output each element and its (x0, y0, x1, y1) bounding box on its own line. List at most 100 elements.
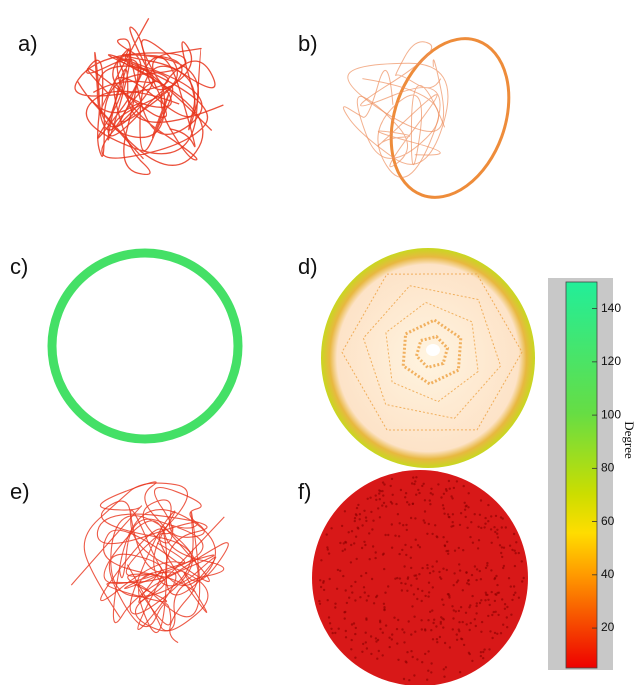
particle (509, 585, 512, 588)
particle (430, 671, 433, 674)
particle (426, 563, 429, 567)
particle (427, 595, 430, 598)
particle (442, 567, 445, 570)
particle (470, 573, 474, 577)
particle (389, 484, 392, 488)
particle (468, 606, 471, 609)
particle (413, 482, 416, 486)
particle (423, 510, 427, 513)
particle (443, 512, 446, 515)
particle (426, 678, 429, 681)
particle (483, 648, 486, 651)
particle (493, 631, 497, 635)
particle (465, 571, 468, 574)
particle (431, 532, 434, 536)
contour (385, 301, 479, 403)
particle (487, 598, 490, 601)
particle (502, 546, 506, 549)
particle (350, 543, 353, 547)
particle (378, 516, 382, 519)
particle (378, 492, 381, 495)
particle (403, 641, 406, 644)
particle (490, 515, 493, 518)
particle (500, 526, 503, 529)
particle (423, 628, 427, 631)
particle (416, 597, 419, 601)
particle (485, 593, 488, 596)
particle (447, 479, 451, 483)
colorbar (565, 281, 598, 669)
particle (412, 476, 415, 479)
particle (423, 521, 426, 524)
particle (369, 635, 373, 638)
particle (448, 596, 451, 599)
particle (396, 642, 399, 645)
particle (426, 532, 429, 535)
particle (452, 609, 455, 612)
particle (428, 571, 432, 575)
particle (474, 624, 477, 628)
trajectory (85, 47, 209, 166)
particle (512, 593, 516, 597)
particle (424, 594, 427, 598)
particle (458, 523, 462, 527)
particle (463, 501, 466, 504)
particle (353, 519, 356, 523)
particle (383, 608, 386, 611)
particle (335, 587, 339, 590)
particle (339, 569, 342, 572)
particle (462, 549, 465, 552)
particle (426, 567, 429, 570)
particle (451, 605, 454, 608)
particle (350, 530, 354, 533)
particle (499, 516, 503, 519)
particle (363, 591, 366, 594)
particle (410, 633, 413, 636)
particle (465, 504, 468, 507)
particle (476, 547, 480, 550)
particle (349, 561, 353, 564)
particle (487, 503, 490, 507)
particle (431, 565, 434, 568)
particle (355, 557, 358, 561)
particle (435, 638, 439, 641)
particle (493, 599, 497, 603)
panel-label: f) (298, 479, 311, 504)
particle (517, 596, 521, 599)
particle (466, 526, 469, 529)
particle (344, 589, 347, 592)
particle (503, 603, 507, 606)
particle (374, 494, 377, 497)
particle (401, 548, 404, 552)
particle (440, 496, 443, 499)
particle (401, 628, 404, 631)
particle (413, 674, 416, 677)
particle (328, 622, 332, 625)
particle (383, 483, 386, 486)
particle (411, 502, 415, 506)
particle (473, 565, 477, 568)
particle (394, 534, 397, 537)
particle (391, 493, 394, 496)
particle (432, 570, 435, 573)
particle (400, 581, 403, 585)
particle (452, 486, 456, 490)
particle (334, 602, 337, 605)
particle (478, 513, 482, 516)
particle (383, 606, 386, 609)
particle (414, 574, 418, 577)
particle (480, 599, 483, 602)
particle (388, 636, 391, 639)
particle (325, 533, 328, 536)
particle (387, 585, 390, 588)
particle (377, 649, 380, 653)
particle (375, 640, 378, 643)
particle (370, 577, 374, 581)
particle (496, 632, 499, 635)
particle (381, 631, 384, 634)
particle (446, 540, 449, 543)
particle (496, 528, 499, 531)
particle (513, 549, 516, 552)
particle (383, 567, 386, 571)
particle (452, 584, 455, 587)
